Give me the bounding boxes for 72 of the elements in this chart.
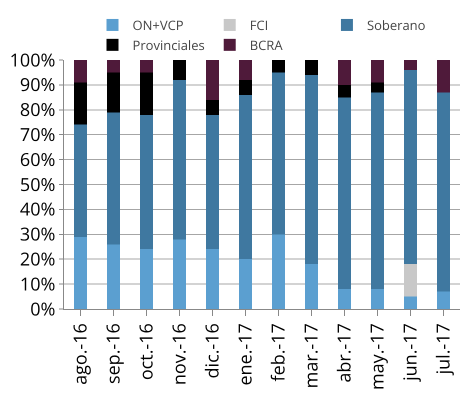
bar [436,60,450,92]
bar [404,264,418,297]
bar [304,74,318,264]
legend-label: Provinciales [132,36,205,54]
y-tick-label: 20% [20,248,56,272]
bar [238,94,252,260]
bar [238,60,252,80]
bar [206,249,220,309]
x-tick-label: oct.-16 [134,323,158,380]
bar [238,80,252,95]
y-tick-label: 30% [20,222,56,247]
bar [304,60,318,75]
bar [370,289,384,309]
bar [272,234,286,309]
bar [140,114,154,250]
x-tick-label: ago.-16 [68,323,92,385]
y-tick-label: 90% [20,73,56,98]
bar [140,249,154,309]
bar [338,60,352,85]
bar [370,60,384,82]
bar [404,60,418,70]
bar [172,239,186,309]
bar [370,92,384,290]
bar [370,82,384,92]
bar [436,92,450,292]
x-tick-label: ene.-17 [233,323,258,386]
x-tick-label: feb.-17 [266,323,290,382]
bar [140,72,154,115]
legend-label: BCRA [250,36,284,54]
bar [74,236,88,309]
bar [404,70,418,264]
y-tick-label: 60% [20,148,56,172]
x-tick-label: nov.-16 [167,323,192,386]
bar [106,60,120,72]
bar [74,82,88,125]
bar [338,84,352,98]
bar [106,112,120,244]
bar [74,60,88,82]
y-tick-label: 40% [20,198,56,222]
bar [172,80,186,240]
y-tick-label: 10% [20,272,56,296]
bar [436,292,450,309]
x-tick-label: abr.-17 [332,323,356,383]
x-tick-label: mar.-17 [299,323,324,388]
bar [238,259,252,309]
y-tick-label: 0% [30,297,56,322]
bar [206,114,220,250]
bar [338,97,352,290]
bar [106,72,120,112]
bar [304,264,318,309]
y-tick-label: 50% [20,172,56,197]
bar [172,60,186,80]
bar [272,60,286,72]
y-tick-label: 70% [20,123,56,147]
bar [140,60,154,72]
bar [338,289,352,309]
legend-label: Soberano [366,16,426,34]
y-tick-label: 80% [20,98,56,122]
x-tick-label: dic.-16 [200,323,224,378]
bar [206,60,220,100]
legend-label: ON+VCP [132,16,184,34]
x-tick-label: may.-17 [365,323,390,390]
bar [206,100,220,115]
bar [272,72,286,234]
x-tick-label: sep.-16 [101,323,126,384]
bar [404,296,418,309]
x-tick-label: jul.-17 [431,323,456,376]
y-tick-label: 100% [10,48,56,72]
legend-label: FCI [250,16,268,34]
bar [74,124,88,237]
bar [106,244,120,309]
x-tick-label: jun.-17 [398,323,422,382]
